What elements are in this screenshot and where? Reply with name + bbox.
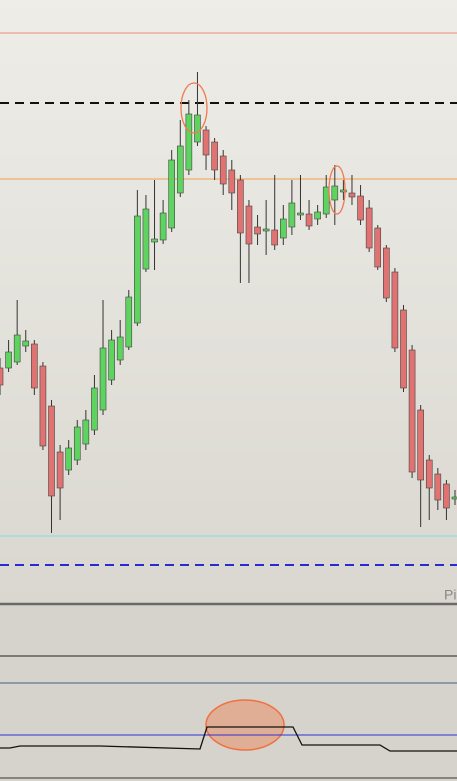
candle-body [331, 185, 339, 201]
candle-body [73, 426, 81, 461]
candle-body [434, 473, 442, 501]
candle-body [228, 169, 236, 194]
candle-body [297, 212, 304, 216]
candle-body [176, 145, 184, 194]
highlight-ellipse [205, 699, 285, 751]
candle-body [314, 211, 321, 220]
candle-body [56, 451, 64, 489]
candle-body [305, 213, 313, 227]
candle-body [451, 496, 457, 500]
candle-body [365, 207, 373, 249]
candle-body [262, 228, 270, 232]
candle-body [108, 339, 115, 381]
main-panel [0, 0, 457, 604]
candle-body [185, 113, 193, 171]
candle-body [391, 271, 399, 349]
candle-body [99, 347, 107, 411]
candle-body [348, 192, 356, 198]
candle-body [151, 238, 158, 243]
candle-body [5, 351, 12, 369]
candle-body [91, 387, 98, 431]
candle-body [374, 227, 382, 268]
candle-body [400, 309, 407, 389]
indicator-label: Pi [444, 587, 456, 603]
candle-body [280, 218, 287, 239]
candle-body [194, 114, 201, 143]
candle-body [237, 179, 244, 234]
candle-body [202, 129, 210, 156]
candle-body [168, 159, 175, 229]
candle-body [125, 296, 133, 348]
candle-body [39, 365, 47, 447]
candle-body [0, 367, 4, 386]
highlight-ellipse [180, 82, 208, 134]
candle-body [254, 226, 261, 235]
candle-body [211, 141, 218, 171]
candle-body [288, 202, 296, 228]
candle-body [383, 247, 390, 299]
candle-body [159, 212, 167, 241]
candle-body [31, 343, 38, 389]
candle-body [134, 215, 141, 324]
candle-body [417, 409, 424, 481]
candle-body [340, 189, 347, 193]
candle-body [271, 229, 279, 246]
indicator-line [0, 726, 457, 752]
candle-body [443, 483, 450, 509]
candle-body [48, 405, 55, 497]
candle-body [142, 208, 150, 270]
highlight-ellipse [328, 165, 346, 215]
candle-body [22, 340, 30, 347]
candle-body [82, 419, 90, 445]
candle-body [425, 459, 433, 489]
candle-body [245, 205, 253, 245]
indicator-panel [0, 604, 457, 781]
candle-body [322, 186, 330, 215]
candle-body [116, 336, 124, 361]
candle-body [357, 195, 364, 221]
candle-body [13, 334, 21, 363]
candle-body [408, 349, 416, 473]
candle-body [219, 155, 227, 185]
candle-body [65, 447, 72, 471]
